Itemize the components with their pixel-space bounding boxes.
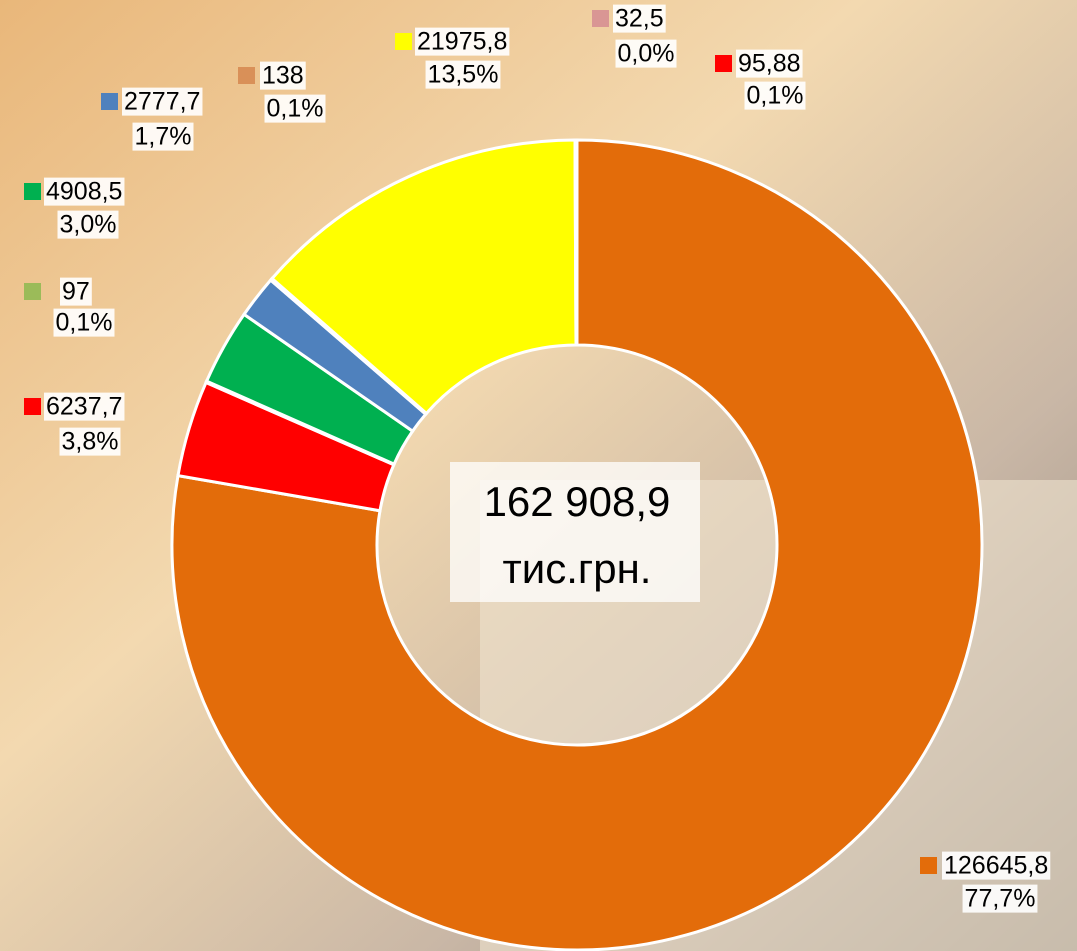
percent-label: 77,7%	[965, 885, 1036, 913]
label-background	[615, 39, 677, 68]
label-background	[57, 210, 119, 239]
label-background	[122, 87, 203, 116]
label-background	[613, 4, 666, 33]
value-label: 138	[262, 62, 304, 90]
value-label: 2777,7	[124, 88, 200, 116]
value-label: 21975,8	[417, 28, 507, 56]
percent-label: 0,1%	[747, 82, 804, 110]
percent-label: 3,0%	[60, 211, 117, 239]
label-swatch	[101, 93, 118, 110]
label-swatch	[715, 55, 732, 72]
label-background	[736, 49, 803, 78]
label-background	[44, 392, 125, 421]
label-background	[744, 81, 806, 110]
percent-label: 0,1%	[267, 95, 324, 123]
value-label: 6237,7	[46, 393, 122, 421]
value-label: 97	[62, 278, 90, 306]
value-label: 126645,8	[944, 852, 1048, 880]
label-background	[59, 427, 121, 456]
percent-label: 0,1%	[56, 309, 113, 337]
label-background	[132, 122, 194, 151]
donut-segment	[170, 138, 984, 951]
donut-segment	[269, 138, 578, 416]
label-background	[44, 177, 125, 206]
percent-label: 3,8%	[62, 428, 119, 456]
label-background	[53, 308, 115, 337]
donut	[170, 138, 984, 951]
center-value: 162 908,9	[484, 478, 671, 525]
label-swatch	[24, 283, 41, 300]
donut-segment	[573, 138, 579, 347]
label-background	[60, 277, 92, 306]
label-background	[425, 60, 501, 89]
label-background	[260, 61, 306, 90]
center-box	[450, 462, 700, 602]
percent-label: 0,0%	[618, 40, 675, 68]
value-label: 4908,5	[46, 178, 122, 206]
value-label: 95,88	[738, 50, 801, 78]
label-swatch	[920, 857, 937, 874]
percent-label: 13,5%	[428, 61, 499, 89]
label-swatch	[24, 398, 41, 415]
labels: 126645,8 77,7% 6237,7 3,8% 97 0,1% 4908,5 3,0% 2…	[24, 4, 1051, 913]
label-swatch	[24, 183, 41, 200]
value-label: 32,5	[615, 5, 664, 33]
percent-label: 1,7%	[135, 123, 192, 151]
label-background	[942, 851, 1051, 880]
center-unit: тис.грн.	[503, 545, 652, 592]
label-background	[264, 94, 326, 123]
label-background	[962, 884, 1038, 913]
label-swatch	[395, 33, 412, 50]
label-swatch	[238, 67, 255, 84]
label-swatch	[592, 10, 609, 27]
label-background	[415, 27, 510, 56]
